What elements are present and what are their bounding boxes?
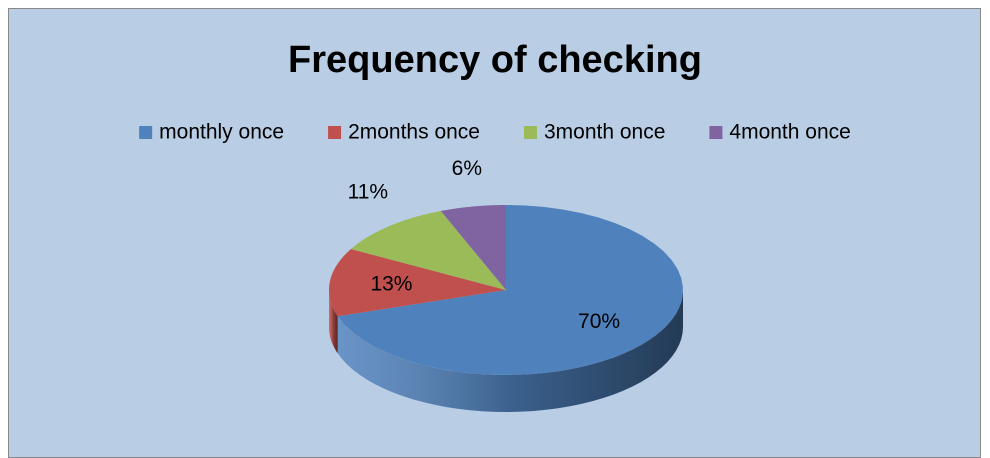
legend-label: 4month once <box>729 121 850 144</box>
legend-swatch <box>139 126 153 139</box>
pie <box>329 205 683 412</box>
slice <box>329 249 506 317</box>
data-label: 70% <box>578 310 620 333</box>
slice <box>350 210 506 290</box>
legend-swatch <box>328 126 342 139</box>
data-label: 11% <box>348 180 388 203</box>
data-label: 6% <box>452 157 482 180</box>
slice-side-shade <box>329 290 338 354</box>
legend: monthly once 2months once 3month once 4mont… <box>139 121 851 144</box>
legend-label: 2months once <box>348 121 480 144</box>
legend-label: 3month once <box>544 121 665 144</box>
slice <box>440 205 506 290</box>
slice <box>337 205 683 375</box>
data-label: 13% <box>370 272 412 295</box>
slice-side-shade <box>337 290 683 412</box>
legend-swatch <box>523 126 537 139</box>
legend-swatch <box>709 126 723 139</box>
data-labels: 70% 13% 11% 6% <box>348 157 620 333</box>
chart-title: Frequency of checking <box>288 39 702 81</box>
legend-label: monthly once <box>159 121 284 144</box>
